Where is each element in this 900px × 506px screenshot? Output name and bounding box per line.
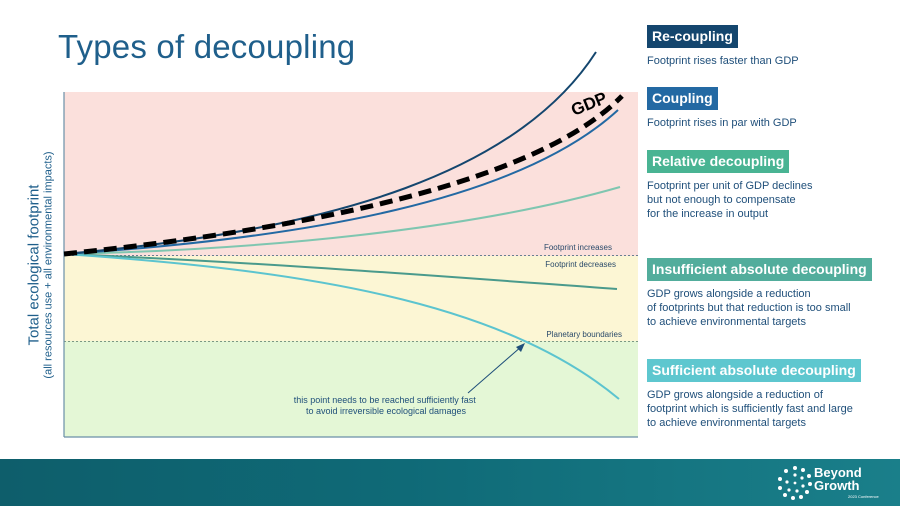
legend-insufficient-absolute-decoupling: Insufficient absolute decoupling GDP gro… (647, 258, 872, 329)
curve-insufficient-absolute-decoupling (63, 253, 618, 290)
y-axis-title: Total ecological footprint (25, 184, 43, 346)
annotation-arrowhead (516, 343, 525, 352)
label-footprint-decreases: Footprint decreases (545, 260, 616, 269)
legend-description: GDP grows alongside a reduction of footp… (647, 389, 853, 429)
legend-re-coupling: Re-coupling Footprint rises faster than … (647, 25, 799, 68)
zone-footprint-increases (64, 92, 638, 256)
annotation-arrow-line (467, 345, 523, 394)
logo-subtext: 2023 Conference (848, 494, 879, 499)
curve-relative-decoupling (63, 186, 621, 255)
y-axis-subtitle: (all resources use + all environmental i… (42, 151, 55, 379)
page-title: Types of decoupling (58, 28, 356, 65)
legend-title: Relative decoupling (647, 150, 790, 173)
legend-relative-decoupling: Relative decoupling Footprint per unit o… (647, 150, 813, 221)
legend-sufficient-absolute-decoupling: Sufficient absolute decoupling GDP grows… (647, 359, 861, 430)
legend-title: Re-coupling (647, 25, 738, 48)
curve-coupling (63, 109, 619, 255)
curve-gdp (63, 94, 624, 257)
beyond-growth-logo: Beyond Growth 2023 Conference (776, 464, 886, 502)
footer-bar: Beyond Growth 2023 Conference (0, 459, 900, 506)
dots-logo-icon (778, 466, 812, 500)
legend-title: Sufficient absolute decoupling (647, 359, 861, 382)
legend-coupling: Coupling Footprint rises in par with GDP (647, 87, 797, 130)
legend-description: GDP grows alongside a reduction of footp… (647, 288, 851, 328)
legend-description: Footprint per unit of GDP declines but n… (647, 180, 813, 220)
label-planetary-boundaries: Planetary boundaries (546, 330, 622, 339)
zone-planetary-boundaries (64, 341, 638, 437)
decoupling-diagram: Footprint increases Footprint decreases … (63, 51, 638, 438)
logo-text: Beyond Growth (814, 465, 862, 493)
legend-description: Footprint rises in par with GDP (647, 117, 797, 129)
label-footprint-increases: Footprint increases (544, 243, 612, 252)
legend-description: Footprint rises faster than GDP (647, 55, 799, 67)
legend-title: Insufficient absolute decoupling (647, 258, 872, 281)
annotation-text: this point needs to be reached sufficien… (294, 395, 478, 416)
curve-sufficient-absolute-decoupling (63, 253, 620, 400)
legend-title: Coupling (647, 87, 718, 110)
